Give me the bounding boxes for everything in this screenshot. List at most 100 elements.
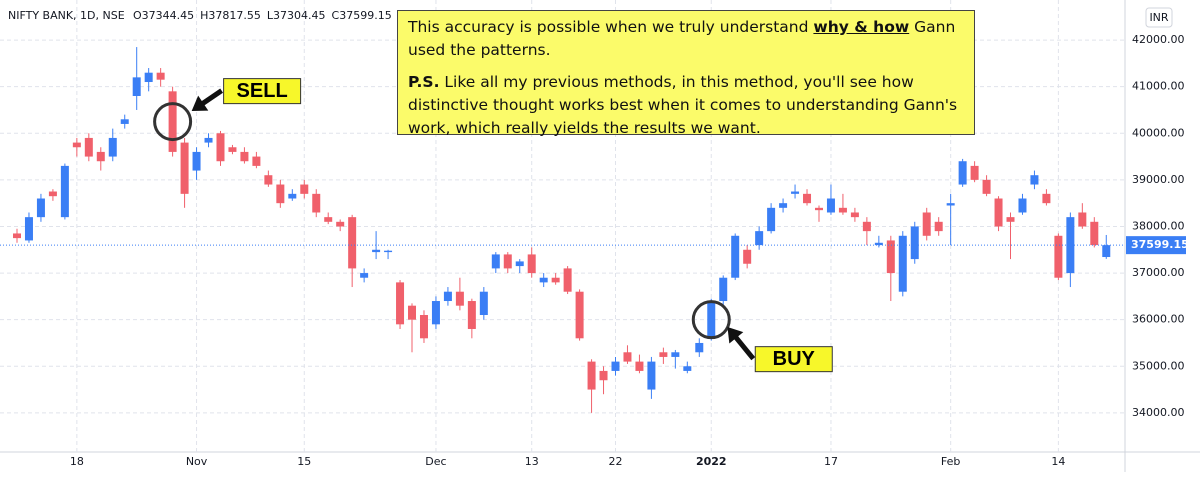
candle-body: [838, 207, 847, 213]
candle-body: [443, 291, 452, 302]
candle-body: [922, 212, 931, 236]
candle-body: [384, 250, 393, 253]
ohlc-value: C37599.15: [332, 9, 392, 22]
x-tick-label: 15: [297, 455, 311, 468]
candle-body: [886, 240, 895, 274]
candle-body: [1102, 245, 1111, 258]
candle-body: [168, 91, 177, 152]
candle-body: [623, 352, 632, 362]
candle-body: [850, 212, 859, 218]
y-tick-label: 34000.00: [1132, 406, 1185, 419]
candle-body: [156, 72, 165, 80]
candle-body: [970, 165, 979, 180]
candle-body: [803, 193, 812, 204]
candle-body: [982, 179, 991, 194]
y-tick-label: 38000.00: [1132, 219, 1185, 232]
arrow-head: [727, 327, 744, 344]
x-tick-label: Nov: [186, 455, 208, 468]
candle-body: [36, 198, 45, 218]
note-paragraph: P.S. Like all my previous methods, in th…: [408, 71, 964, 140]
candle-body: [431, 301, 440, 325]
symbol: NIFTY BANK, 1D, NSE: [8, 9, 125, 22]
ohlc-value: L37304.45: [267, 9, 326, 22]
candle-body: [719, 277, 728, 302]
y-tick-label: 39000.00: [1132, 173, 1185, 186]
arrow-head: [191, 95, 209, 111]
candle-body: [288, 193, 297, 199]
candle-body: [24, 217, 33, 241]
y-tick-label: 42000.00: [1132, 33, 1185, 46]
candle-body: [659, 352, 668, 357]
y-tick-label: 37000.00: [1132, 266, 1185, 279]
note-text: P.S.: [408, 73, 440, 91]
candle-body: [276, 184, 285, 204]
candle-body: [312, 193, 321, 213]
annotation-box: This accuracy is possible when we truly …: [397, 10, 975, 137]
candle-body: [635, 361, 644, 371]
candle-body: [874, 242, 883, 246]
note-text: This accuracy is possible when we truly …: [408, 18, 814, 36]
candle-body: [372, 249, 381, 253]
candle-body: [731, 235, 740, 278]
x-tick-label: 17: [824, 455, 838, 468]
x-tick-label: 2022: [696, 455, 727, 468]
candle-body: [216, 133, 225, 162]
candle-body: [515, 261, 524, 267]
candle-body: [264, 175, 273, 185]
candles: [13, 47, 1111, 413]
candle-body: [1078, 212, 1087, 227]
signal-circle: [153, 102, 193, 142]
note-paragraph: This accuracy is possible when we truly …: [408, 16, 964, 62]
ohlc-value: O37344.45: [133, 9, 194, 22]
candle-body: [814, 207, 823, 211]
candle-body: [491, 254, 500, 269]
signal-box: [223, 78, 302, 105]
candle-body: [539, 277, 548, 283]
last-price-tag: [1126, 236, 1186, 255]
candle-body: [743, 249, 752, 264]
signal-label: SELL: [237, 80, 288, 102]
candle-body: [132, 77, 141, 96]
candle-body: [707, 301, 716, 339]
candle-body: [348, 217, 357, 269]
x-tick-label: 18: [70, 455, 84, 468]
candle-body: [72, 142, 81, 148]
candle-body: [84, 137, 93, 157]
candle-body: [862, 221, 871, 232]
candle-body: [1042, 193, 1051, 204]
candle-body: [1054, 235, 1063, 278]
candle-body: [192, 151, 201, 171]
currency-box[interactable]: [1145, 7, 1173, 28]
y-tick-label: 36000.00: [1132, 313, 1185, 326]
x-tick-label: Dec: [425, 455, 446, 468]
candle-body: [144, 72, 153, 83]
candle-body: [252, 156, 261, 166]
candle-body: [575, 291, 584, 339]
candle-body: [408, 305, 417, 320]
candle-body: [826, 198, 835, 213]
candle-body: [767, 207, 776, 232]
candle-body: [228, 147, 237, 152]
candle-body: [946, 203, 955, 206]
signal-circle: [691, 300, 731, 340]
candle-body: [551, 277, 560, 283]
candle-body: [994, 198, 1003, 227]
candle-body: [910, 226, 919, 260]
candle-body: [1018, 198, 1027, 213]
candle-body: [611, 361, 620, 371]
x-tick-label: 22: [609, 455, 623, 468]
candle-body: [324, 217, 333, 222]
candle-body: [1066, 217, 1075, 274]
x-tick-label: 13: [525, 455, 539, 468]
note-text: Gann used the patterns.: [408, 18, 956, 59]
candle-body: [779, 203, 788, 208]
candle-body: [1030, 175, 1039, 185]
x-tick-label: 14: [1051, 455, 1065, 468]
candle-body: [180, 142, 189, 194]
note-text: why & how: [813, 18, 910, 36]
candle-body: [934, 221, 943, 232]
candle-body: [108, 137, 117, 157]
header: NIFTY BANK, 1D, NSE O37344.45 H37817.55 L3…: [8, 9, 438, 22]
candle-body: [563, 268, 572, 292]
